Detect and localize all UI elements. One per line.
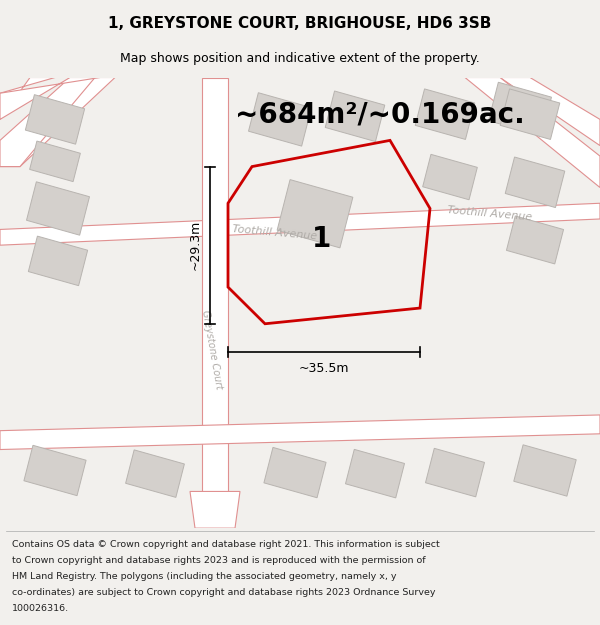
Polygon shape	[325, 91, 385, 141]
Polygon shape	[0, 78, 100, 119]
Polygon shape	[465, 78, 600, 188]
Polygon shape	[125, 450, 184, 498]
Polygon shape	[0, 78, 95, 167]
Text: 100026316.: 100026316.	[12, 604, 69, 612]
Text: Greystone Court: Greystone Court	[200, 309, 224, 391]
Text: 1: 1	[311, 225, 331, 253]
Polygon shape	[26, 182, 89, 235]
Text: Map shows position and indicative extent of the property.: Map shows position and indicative extent…	[120, 52, 480, 64]
Polygon shape	[0, 78, 55, 119]
Polygon shape	[248, 92, 311, 146]
Polygon shape	[500, 78, 600, 146]
Polygon shape	[415, 89, 475, 139]
Text: to Crown copyright and database rights 2023 and is reproduced with the permissio: to Crown copyright and database rights 2…	[12, 556, 425, 565]
Text: ~684m²/~0.169ac.: ~684m²/~0.169ac.	[235, 100, 525, 128]
Text: ~29.3m: ~29.3m	[188, 220, 202, 270]
Polygon shape	[29, 141, 80, 182]
Text: 1, GREYSTONE COURT, BRIGHOUSE, HD6 3SB: 1, GREYSTONE COURT, BRIGHOUSE, HD6 3SB	[109, 16, 491, 31]
Polygon shape	[190, 491, 240, 528]
Polygon shape	[0, 415, 600, 449]
Polygon shape	[514, 445, 576, 496]
Polygon shape	[202, 78, 228, 528]
Polygon shape	[0, 203, 600, 245]
Polygon shape	[28, 236, 88, 286]
Polygon shape	[24, 446, 86, 496]
Polygon shape	[422, 154, 478, 200]
Polygon shape	[264, 448, 326, 498]
Polygon shape	[500, 89, 560, 139]
Polygon shape	[277, 179, 353, 248]
Polygon shape	[346, 449, 404, 498]
Polygon shape	[506, 216, 563, 264]
Polygon shape	[488, 82, 551, 136]
Polygon shape	[0, 78, 115, 167]
Text: ~35.5m: ~35.5m	[299, 362, 349, 376]
Text: Toothill Avenue: Toothill Avenue	[447, 205, 533, 222]
Text: Toothill Avenue: Toothill Avenue	[232, 224, 318, 241]
Polygon shape	[425, 448, 485, 497]
Text: co-ordinates) are subject to Crown copyright and database rights 2023 Ordnance S: co-ordinates) are subject to Crown copyr…	[12, 588, 436, 597]
Text: HM Land Registry. The polygons (including the associated geometry, namely x, y: HM Land Registry. The polygons (includin…	[12, 572, 397, 581]
Text: Contains OS data © Crown copyright and database right 2021. This information is : Contains OS data © Crown copyright and d…	[12, 540, 440, 549]
Polygon shape	[25, 94, 85, 144]
Polygon shape	[505, 157, 565, 208]
